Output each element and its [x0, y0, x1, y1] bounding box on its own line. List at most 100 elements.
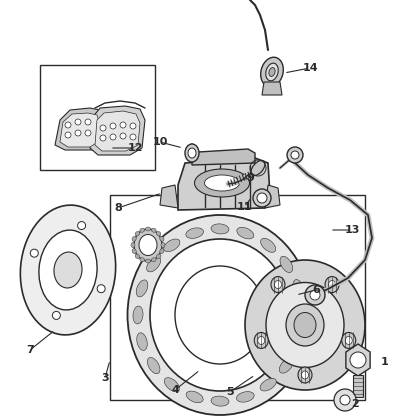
Ellipse shape [140, 228, 145, 232]
Polygon shape [265, 185, 280, 208]
Ellipse shape [261, 239, 276, 252]
Text: 4: 4 [171, 385, 179, 395]
Ellipse shape [151, 258, 156, 262]
Ellipse shape [136, 280, 148, 297]
Ellipse shape [185, 144, 199, 162]
Circle shape [30, 249, 38, 257]
Ellipse shape [54, 252, 82, 288]
Ellipse shape [345, 337, 352, 344]
Ellipse shape [131, 243, 135, 248]
Text: 7: 7 [26, 345, 34, 355]
Polygon shape [95, 111, 140, 151]
Ellipse shape [266, 282, 344, 367]
Bar [353, 375, 363, 397]
Circle shape [130, 123, 136, 129]
Ellipse shape [286, 304, 324, 346]
Ellipse shape [135, 231, 140, 236]
Text: 8: 8 [114, 203, 122, 213]
Circle shape [287, 147, 303, 163]
Ellipse shape [186, 391, 203, 403]
Polygon shape [160, 185, 178, 208]
Ellipse shape [147, 257, 161, 272]
Circle shape [100, 125, 106, 131]
Circle shape [340, 395, 350, 405]
Polygon shape [192, 149, 255, 165]
Ellipse shape [325, 276, 339, 293]
Ellipse shape [211, 396, 229, 406]
Circle shape [65, 132, 71, 138]
Ellipse shape [128, 215, 312, 415]
Ellipse shape [160, 249, 164, 254]
Ellipse shape [245, 260, 365, 390]
Circle shape [130, 134, 136, 140]
Ellipse shape [261, 57, 283, 87]
Polygon shape [90, 106, 145, 155]
Ellipse shape [342, 332, 356, 349]
Polygon shape [178, 158, 270, 210]
Polygon shape [60, 113, 100, 147]
Bar [110, 195, 365, 400]
Circle shape [52, 311, 60, 319]
Circle shape [75, 130, 81, 136]
Ellipse shape [280, 256, 293, 273]
Text: 5: 5 [226, 387, 234, 397]
Ellipse shape [161, 243, 165, 248]
Ellipse shape [266, 63, 278, 81]
Text: 1: 1 [381, 357, 389, 367]
Ellipse shape [160, 236, 164, 241]
Ellipse shape [133, 306, 143, 324]
Circle shape [110, 134, 116, 140]
Ellipse shape [132, 236, 136, 241]
Ellipse shape [135, 254, 140, 259]
Ellipse shape [251, 161, 265, 176]
Text: 14: 14 [302, 63, 318, 73]
Ellipse shape [236, 392, 254, 402]
Ellipse shape [134, 229, 162, 261]
Circle shape [350, 352, 366, 368]
Ellipse shape [156, 231, 161, 236]
Circle shape [65, 122, 71, 128]
Ellipse shape [328, 281, 336, 289]
Polygon shape [55, 108, 105, 150]
Ellipse shape [132, 249, 136, 254]
Text: 2: 2 [351, 399, 359, 409]
Ellipse shape [194, 169, 250, 197]
Circle shape [305, 285, 325, 305]
Ellipse shape [279, 358, 293, 373]
Ellipse shape [294, 312, 316, 337]
Ellipse shape [293, 279, 303, 297]
Circle shape [253, 189, 271, 207]
Ellipse shape [271, 276, 285, 293]
Ellipse shape [204, 175, 240, 191]
Circle shape [100, 135, 106, 141]
Ellipse shape [297, 306, 307, 324]
Ellipse shape [146, 259, 150, 263]
Ellipse shape [137, 333, 147, 350]
Text: 10: 10 [152, 137, 168, 147]
Polygon shape [262, 82, 282, 95]
Ellipse shape [274, 281, 282, 289]
Circle shape [110, 123, 116, 129]
Bar [40, 65, 155, 170]
Polygon shape [346, 344, 370, 376]
Ellipse shape [139, 234, 157, 256]
Text: 9: 9 [246, 173, 254, 183]
Ellipse shape [151, 228, 156, 232]
Circle shape [257, 193, 267, 203]
Ellipse shape [211, 224, 229, 234]
Ellipse shape [150, 239, 290, 391]
Ellipse shape [260, 378, 276, 391]
Ellipse shape [164, 378, 179, 392]
Circle shape [75, 119, 81, 125]
Text: 11: 11 [236, 202, 252, 212]
Text: 3: 3 [101, 373, 109, 383]
Ellipse shape [20, 205, 116, 335]
Ellipse shape [175, 266, 265, 364]
Ellipse shape [146, 227, 150, 231]
Circle shape [310, 290, 320, 300]
Circle shape [120, 122, 126, 128]
Ellipse shape [237, 227, 254, 239]
Circle shape [334, 389, 356, 411]
Circle shape [291, 151, 299, 159]
Ellipse shape [188, 148, 196, 158]
